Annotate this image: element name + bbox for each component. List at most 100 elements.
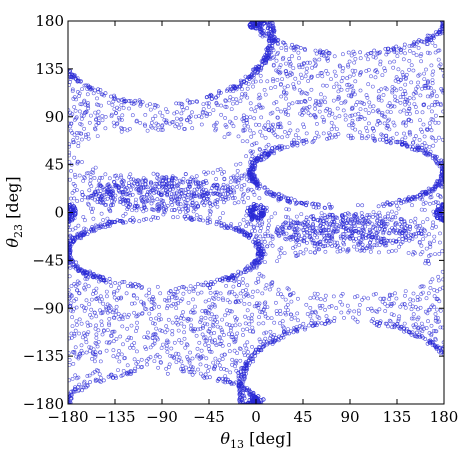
- data-point: [95, 189, 100, 194]
- data-point: [431, 36, 436, 40]
- data-point: [279, 82, 283, 86]
- data-point: [246, 316, 251, 321]
- data-point: [366, 111, 371, 115]
- data-point: [193, 285, 198, 289]
- data-point: [322, 118, 327, 122]
- data-point: [427, 240, 432, 245]
- data-point: [51, 35, 54, 38]
- data-point: [436, 274, 441, 279]
- data-point: [404, 75, 408, 80]
- data-point: [196, 217, 201, 222]
- data-point: [143, 124, 148, 128]
- data-point: [236, 84, 241, 89]
- data-point: [257, 65, 261, 69]
- data-point: [76, 223, 81, 228]
- data-point: [407, 59, 412, 63]
- data-point: [265, 7, 268, 10]
- data-point: [209, 93, 214, 98]
- data-point: [286, 102, 291, 107]
- data-point: [48, 36, 51, 39]
- data-point: [285, 308, 290, 313]
- data-point: [294, 254, 299, 259]
- data-point: [440, 14, 443, 17]
- data-point: [137, 219, 142, 224]
- data-point: [134, 118, 139, 123]
- data-point: [86, 330, 91, 335]
- data-point: [279, 109, 283, 114]
- data-point: [296, 318, 300, 323]
- data-point: [180, 297, 185, 302]
- data-point: [198, 326, 203, 331]
- data-point: [355, 100, 360, 105]
- data-point: [203, 172, 208, 177]
- data-point: [153, 103, 158, 108]
- data-point: [124, 371, 129, 376]
- data-point: [85, 320, 90, 325]
- data-point: [233, 116, 238, 120]
- data-point: [221, 185, 226, 190]
- data-point: [235, 351, 240, 356]
- data-point: [174, 320, 179, 325]
- data-point: [269, 149, 274, 154]
- data-point: [145, 330, 150, 335]
- data-point: [243, 314, 248, 319]
- data-point: [203, 342, 208, 347]
- data-point: [434, 160, 439, 165]
- data-point: [94, 123, 99, 127]
- data-point: [436, 5, 439, 8]
- data-point: [305, 312, 310, 316]
- data-point: [89, 345, 93, 350]
- data-point: [84, 135, 88, 140]
- data-point: [266, 39, 271, 43]
- data-point: [170, 332, 175, 337]
- data-point: [162, 118, 167, 122]
- data-point: [456, 402, 459, 405]
- data-point: [391, 46, 396, 51]
- data-point: [174, 101, 179, 106]
- data-point: [77, 291, 82, 296]
- data-point: [327, 136, 332, 141]
- data-point: [246, 350, 250, 354]
- data-point: [78, 351, 83, 356]
- data-point: [429, 63, 434, 68]
- data-point: [431, 328, 436, 333]
- data-point: [416, 436, 419, 439]
- data-point: [297, 56, 301, 61]
- data-point: [405, 441, 408, 444]
- data-point: [128, 218, 133, 223]
- data-point: [217, 336, 222, 341]
- data-point: [296, 136, 301, 140]
- data-point: [68, 142, 72, 147]
- data-point: [353, 127, 358, 132]
- data-point: [114, 337, 119, 341]
- data-point: [214, 222, 219, 227]
- data-point: [429, 135, 434, 140]
- data-point: [257, 5, 260, 8]
- data-point: [149, 207, 154, 212]
- data-point: [48, 36, 51, 39]
- data-point: [437, 8, 440, 11]
- data-point: [453, 368, 456, 371]
- data-point: [268, 21, 271, 22]
- data-point: [219, 339, 224, 344]
- data-point: [412, 44, 417, 48]
- data-point: [68, 297, 71, 302]
- data-point: [62, 8, 65, 11]
- data-point: [163, 330, 168, 335]
- data-point: [177, 355, 182, 360]
- data-point: [218, 325, 223, 330]
- data-point: [79, 117, 84, 121]
- data-point: [206, 343, 211, 348]
- data-point: [87, 120, 92, 125]
- data-point: [293, 446, 296, 449]
- data-point: [290, 54, 294, 59]
- data-point: [390, 136, 395, 141]
- data-point: [144, 307, 149, 312]
- data-point: [147, 297, 152, 302]
- data-point: [264, 47, 269, 52]
- data-point: [311, 295, 316, 300]
- data-point: [62, 6, 65, 9]
- data-point: [262, 331, 267, 336]
- data-point: [445, 170, 448, 173]
